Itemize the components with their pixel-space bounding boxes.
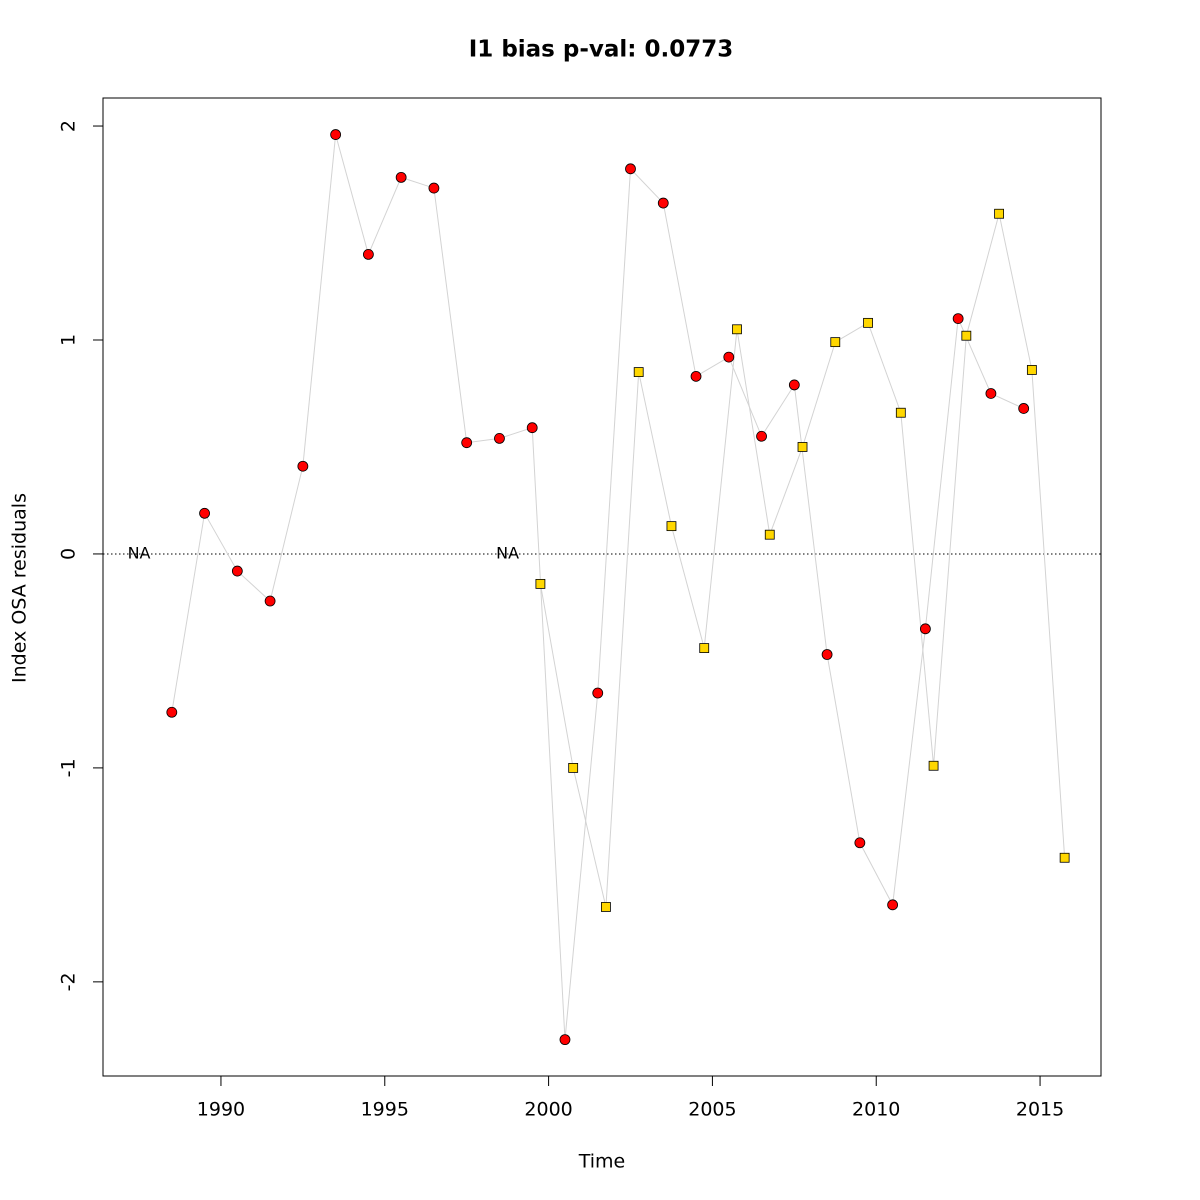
square-point [633, 367, 644, 377]
y-tick-label: 1 [58, 334, 80, 346]
square-point [732, 324, 742, 335]
circle-point [854, 837, 866, 849]
circle-point [395, 171, 407, 183]
y-tick-label: 2 [58, 120, 80, 132]
square-point [928, 760, 939, 771]
circle-point [919, 623, 931, 635]
square-point [699, 643, 710, 653]
x-axis-label: Time [578, 1151, 626, 1173]
circle-point [625, 163, 636, 175]
circle-point [723, 351, 735, 363]
circle-point [264, 595, 276, 607]
square-point [797, 442, 808, 452]
circle-point [887, 899, 899, 911]
circle-point [297, 460, 309, 472]
circle-point [461, 437, 473, 449]
square-point [764, 529, 775, 540]
na-label: NA [496, 543, 519, 562]
square-point [863, 317, 873, 328]
y-tick-label: 0 [58, 548, 80, 560]
circle-point [1018, 403, 1030, 414]
circle-point [592, 687, 604, 699]
y-tick-label: -2 [58, 972, 80, 991]
circle-point [330, 129, 342, 140]
x-tick-label: 2000 [524, 1099, 572, 1121]
circle-point [821, 649, 833, 660]
circle-point [166, 706, 178, 718]
circle-point [199, 507, 210, 519]
plot-frame [102, 97, 1102, 1077]
circle-point [690, 370, 702, 382]
circle-point [494, 433, 505, 444]
square-point [830, 337, 841, 348]
series-line [539, 213, 1066, 908]
circle-point [362, 249, 374, 260]
x-tick-label: 1995 [361, 1099, 409, 1121]
square-point [961, 330, 972, 341]
square-point [1026, 365, 1037, 375]
circle-point [428, 182, 440, 194]
chart-title: I1 bias p-val: 0.0773 [469, 37, 734, 63]
x-tick-label: 2010 [852, 1099, 900, 1121]
square-point [601, 902, 611, 912]
circle-point [559, 1034, 571, 1046]
circle-point [788, 379, 800, 391]
square-point [895, 407, 906, 418]
square-point [1059, 852, 1070, 863]
square-point [994, 208, 1005, 219]
circle-point [952, 313, 964, 324]
circle-point [526, 422, 538, 434]
na-label: NA [128, 543, 151, 562]
square-point [666, 521, 677, 532]
y-tick-label: -1 [58, 758, 80, 777]
circle-point [756, 430, 767, 442]
x-tick-label: 2005 [688, 1099, 736, 1121]
square-point [535, 578, 546, 589]
x-tick-label: 2015 [1016, 1099, 1064, 1121]
y-axis-label: Index OSA residuals [9, 493, 31, 683]
circle-point [231, 565, 243, 577]
square-point [568, 763, 579, 773]
circle-point [657, 197, 669, 209]
circle-point [985, 388, 997, 399]
x-tick-label: 1990 [197, 1099, 245, 1121]
